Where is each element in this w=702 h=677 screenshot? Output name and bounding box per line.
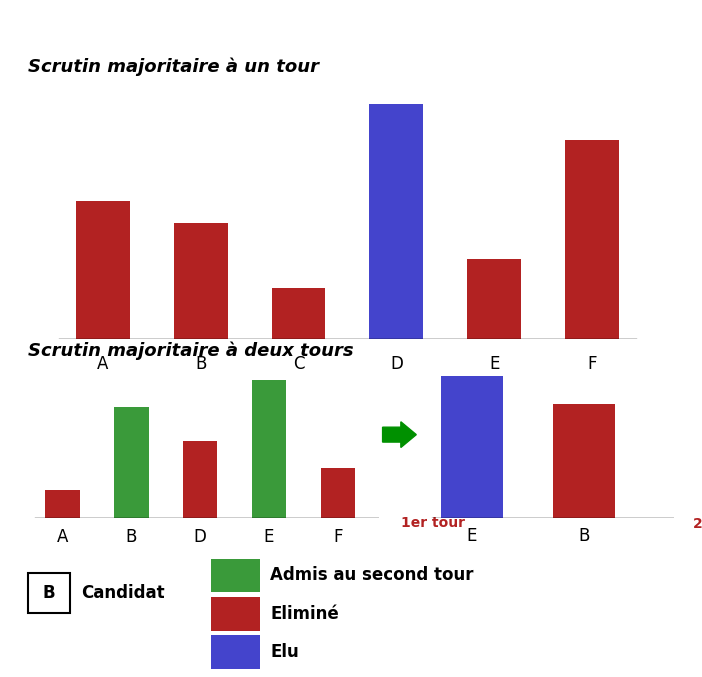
Text: Admis au second tour: Admis au second tour [270, 567, 474, 584]
Text: E: E [489, 355, 499, 373]
Text: Scrutin majoritaire à un tour: Scrutin majoritaire à un tour [28, 58, 319, 76]
Text: B: B [126, 527, 137, 546]
Text: D: D [390, 355, 403, 373]
Text: Scrutin majoritaire à deux tours: Scrutin majoritaire à deux tours [28, 342, 354, 360]
Text: Candidat: Candidat [81, 584, 164, 602]
Bar [441, 376, 503, 518]
Text: F: F [588, 355, 597, 373]
Text: E: E [467, 527, 477, 546]
Bar [174, 223, 227, 338]
Bar [565, 140, 619, 338]
Bar [321, 468, 355, 518]
Bar [183, 441, 218, 518]
Bar [252, 380, 286, 518]
Text: A: A [57, 527, 68, 546]
Bar [272, 288, 326, 338]
Text: 2ème tour: 2ème tour [693, 517, 702, 531]
Text: F: F [333, 527, 343, 546]
Text: Eliminé: Eliminé [270, 605, 339, 623]
Bar [468, 259, 521, 338]
Text: 1er tour: 1er tour [401, 517, 465, 531]
Bar [553, 404, 615, 518]
Text: B: B [43, 584, 55, 602]
Text: B: B [578, 527, 590, 546]
Text: B: B [195, 355, 206, 373]
Text: A: A [98, 355, 109, 373]
Text: D: D [194, 527, 206, 546]
Bar [369, 104, 423, 338]
Text: Elu: Elu [270, 643, 299, 661]
Bar [76, 201, 130, 338]
Text: E: E [264, 527, 274, 546]
Bar [46, 490, 80, 518]
Bar [114, 408, 149, 518]
Text: C: C [293, 355, 305, 373]
